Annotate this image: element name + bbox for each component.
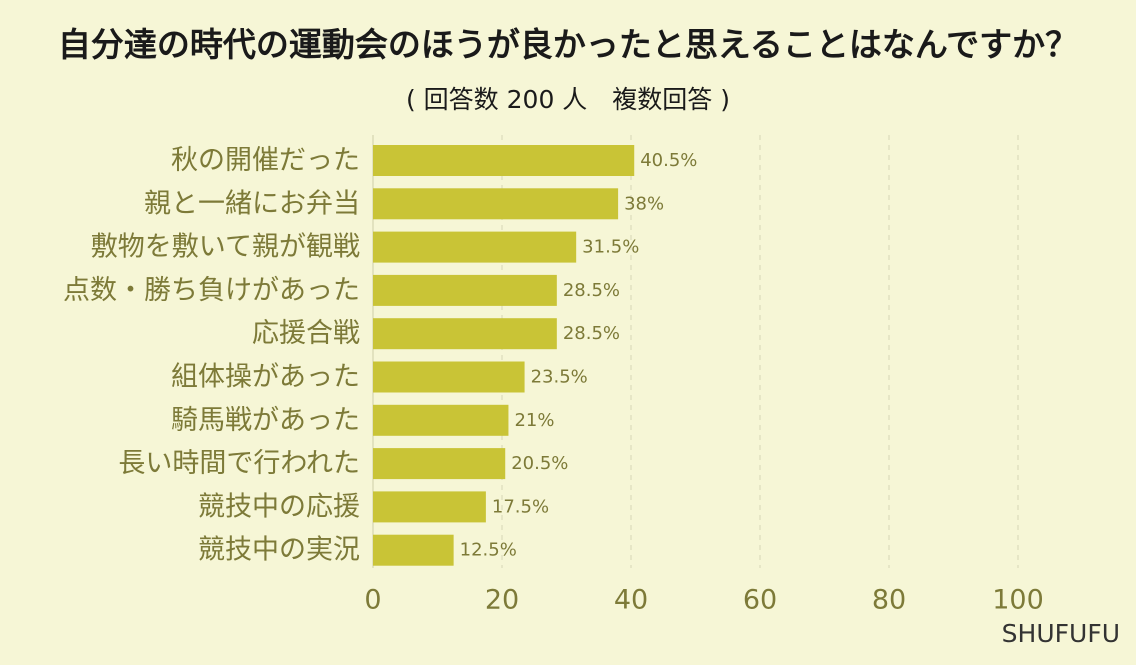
data-label: 28.5% — [563, 280, 620, 301]
data-label: 17.5% — [492, 496, 549, 517]
category-label: 騎馬戦があった — [171, 405, 360, 436]
data-label: 21% — [514, 410, 554, 431]
category-label: 親と一緒にお弁当 — [144, 188, 360, 219]
x-tick-label: 40 — [614, 585, 648, 616]
category-label: 組体操があった — [171, 362, 360, 393]
bar — [373, 188, 619, 220]
bar — [373, 491, 486, 523]
x-tick-label: 20 — [485, 585, 519, 616]
category-label: 競技中の実況 — [198, 535, 360, 566]
category-label: 点数・勝ち負けがあった — [63, 275, 360, 306]
category-label: 応援合戦 — [252, 318, 360, 349]
brand-logo: SHUFUFU — [1001, 619, 1120, 648]
bar — [373, 534, 454, 566]
data-label: 23.5% — [531, 367, 588, 388]
bar — [373, 361, 525, 393]
bar — [373, 318, 557, 350]
category-labels: 秋の開催だった親と一緒にお弁当敷物を敷いて親が観戦点数・勝ち負けがあった応援合戦… — [63, 145, 360, 566]
bar — [373, 448, 506, 480]
category-label: 敷物を敷いて親が観戦 — [91, 232, 360, 263]
category-label: 長い時間で行われた — [118, 448, 360, 479]
data-label: 31.5% — [582, 237, 639, 258]
category-label: 秋の開催だった — [171, 145, 360, 176]
chart-title: 自分達の時代の運動会のほうが良かったと思えることはなんですか？ — [57, 25, 1079, 64]
value-labels: 40.5% 38% 31.5% 28.5% 28.5% 23.5% 21% 20.5% 17.5… — [460, 150, 698, 561]
bar — [373, 145, 635, 176]
data-label: 12.5% — [460, 540, 517, 561]
x-tick-label: 80 — [872, 585, 906, 616]
data-label: 40.5% — [640, 150, 697, 171]
x-axis-ticks: 0 20 40 60 80 100 — [364, 585, 1043, 616]
data-label: 38% — [624, 193, 664, 214]
bar — [373, 274, 557, 306]
x-tick-label: 0 — [364, 585, 381, 616]
x-tick-label: 60 — [743, 585, 777, 616]
bar — [373, 231, 577, 263]
chart-subtitle: ( 回答数 200 人 複数回答 ) — [405, 85, 730, 114]
category-label: 競技中の応援 — [198, 491, 360, 522]
data-label: 28.5% — [563, 323, 620, 344]
data-label: 20.5% — [511, 453, 568, 474]
x-tick-label: 100 — [992, 585, 1044, 616]
bar — [373, 404, 509, 436]
bars — [373, 145, 635, 566]
